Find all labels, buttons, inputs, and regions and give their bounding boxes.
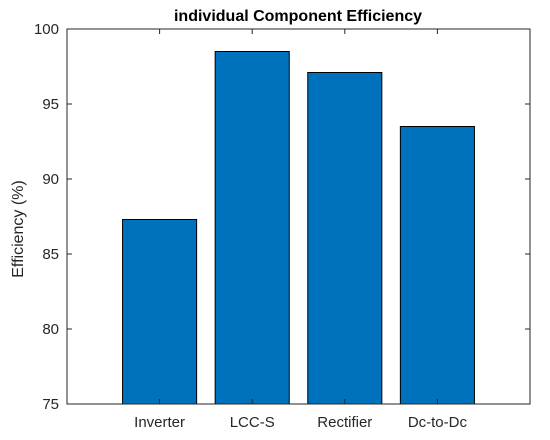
y-tick-label: 90 [42,171,59,188]
chart-title: individual Component Efficiency [174,8,422,25]
y-axis-title: Efficiency (%) [10,180,27,278]
x-tick-label: Inverter [134,414,185,431]
x-tick-label: LCC-S [230,414,275,431]
y-tick-label: 85 [42,246,59,263]
bar-dc-to-dc [399,126,475,405]
y-tick-label: 75 [42,396,59,413]
x-tick-label: Dc-to-Dc [408,414,468,431]
bar-rectifier [307,72,383,405]
y-tick-label: 80 [42,321,59,338]
bar-lcc-s [214,51,290,405]
y-tick-label: 100 [34,21,59,38]
bar-inverter [122,219,198,405]
y-tick-label: 95 [42,96,59,113]
x-tick-label: Rectifier [317,414,372,431]
plot-box [66,28,531,405]
plot-area: 75 80 85 90 95 100 Inverter LCC-S Rectifier Dc-to… [34,21,531,431]
